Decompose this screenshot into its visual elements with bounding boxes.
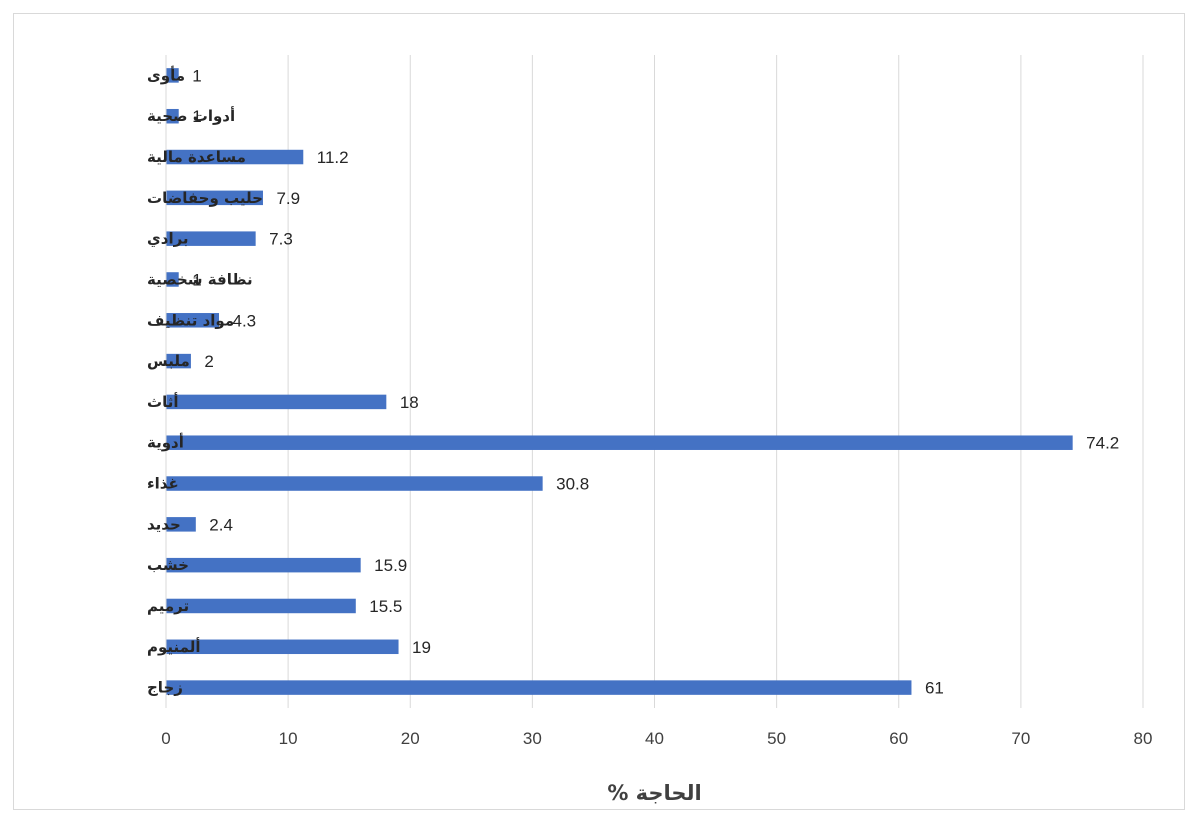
data-label: 15.9 <box>374 556 407 575</box>
category-labels: مأوى أدوات صحية مساعدة مالية حليب وحفاضات بر… <box>147 65 263 696</box>
data-label: 74.2 <box>1086 434 1119 453</box>
category-label: برادي <box>147 230 189 249</box>
data-labels: 1 1 11.2 7.9 7.3 1 4.3 2 18 74.2 30.8 2.4 15.9 15.5 19… <box>192 66 1119 697</box>
category-label: ملبس <box>147 352 190 370</box>
x-tick-label: 40 <box>645 729 664 748</box>
bars <box>166 68 1073 695</box>
category-label: مساعدة مالية <box>147 148 246 166</box>
bar <box>166 680 912 695</box>
x-tick-label: 20 <box>401 729 420 748</box>
x-tick-label: 70 <box>1011 729 1030 748</box>
bar <box>166 190 263 206</box>
bar <box>166 435 1073 450</box>
bar <box>166 639 399 655</box>
x-tick-label: 50 <box>767 729 786 748</box>
bar <box>166 68 179 83</box>
data-label: 18 <box>400 393 419 412</box>
data-label: 1 <box>192 107 201 126</box>
bar <box>166 476 543 491</box>
x-tick-label: 0 <box>161 729 170 748</box>
data-label: 61 <box>925 679 944 698</box>
data-label: 19 <box>412 638 431 657</box>
category-label: أثاث <box>147 392 178 411</box>
x-tick-label: 30 <box>523 729 542 748</box>
category-label: ترميم <box>147 597 189 615</box>
category-label: أدوات صحية <box>147 106 235 125</box>
bar <box>166 313 220 328</box>
category-label: حليب وحفاضات <box>147 189 263 207</box>
chart-frame <box>13 13 1185 810</box>
data-label: 4.3 <box>233 311 257 330</box>
data-label: 15.5 <box>369 597 402 616</box>
bar <box>166 149 304 165</box>
bar <box>166 231 256 246</box>
bar <box>166 353 191 369</box>
x-tick-label: 60 <box>889 729 908 748</box>
category-label: نظافة شخصية <box>147 270 253 288</box>
category-label: مواد تنظيف <box>147 311 234 329</box>
gridlines <box>287 55 1144 708</box>
category-label: ألمنيوم <box>147 637 200 656</box>
bar <box>166 598 356 614</box>
data-label: 11.2 <box>317 148 349 167</box>
bar <box>166 394 387 410</box>
bar <box>166 517 196 532</box>
category-label: أدوية <box>147 433 184 452</box>
bar <box>166 272 179 287</box>
x-axis-title: الحاجة % <box>607 781 701 805</box>
bar <box>166 557 361 573</box>
category-label: خشب <box>147 556 189 574</box>
data-label: 30.8 <box>556 475 589 494</box>
x-tick-label: 80 <box>1134 729 1153 748</box>
data-label: 2 <box>204 352 213 371</box>
data-label: 7.9 <box>276 189 300 208</box>
x-tick-labels: 0 10 20 30 40 50 60 70 80 <box>161 729 1152 748</box>
bar <box>166 108 179 124</box>
category-label: زجاج <box>147 679 183 697</box>
category-label: حديد <box>147 515 181 533</box>
data-label: 7.3 <box>269 230 293 249</box>
category-label: مأوى <box>147 65 185 84</box>
data-label: 2.4 <box>209 515 233 534</box>
x-tick-label: 10 <box>279 729 298 748</box>
category-label: غذاء <box>147 475 179 493</box>
data-label: 1 <box>192 66 201 85</box>
data-label: 1 <box>192 270 201 289</box>
